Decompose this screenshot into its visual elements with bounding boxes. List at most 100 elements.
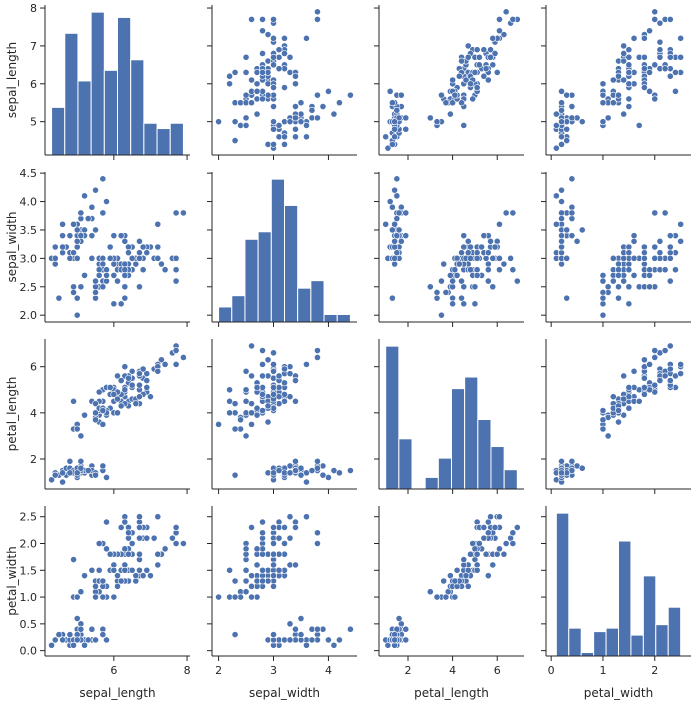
scatter-point bbox=[620, 76, 628, 84]
scatter-point bbox=[478, 243, 486, 251]
scatter-point bbox=[446, 110, 454, 118]
scatter-point bbox=[391, 186, 399, 194]
scatter-point bbox=[578, 226, 586, 234]
scatter-point bbox=[292, 133, 299, 141]
hist-bar-petal_length-0 bbox=[385, 345, 400, 490]
hist-bar-petal_width-7 bbox=[642, 575, 657, 657]
scatter-point bbox=[297, 118, 305, 126]
scatter-point bbox=[656, 249, 664, 257]
scatter-point bbox=[677, 53, 685, 61]
scatter-point bbox=[438, 277, 445, 285]
scatter-point bbox=[84, 636, 92, 644]
scatter-point bbox=[114, 372, 121, 380]
scatter-point bbox=[281, 34, 288, 42]
scatter-point bbox=[242, 545, 250, 553]
scatter-point bbox=[615, 283, 622, 291]
hist-bar-petal_width-9 bbox=[667, 606, 682, 657]
scatter-point bbox=[154, 254, 162, 262]
scatter-point bbox=[393, 249, 401, 257]
scatter-point bbox=[110, 593, 118, 601]
scatter-point bbox=[604, 283, 612, 291]
scatter-point bbox=[449, 294, 457, 302]
panel-petal_width-vs-petal_length: 2 4 6 petal_length bbox=[374, 506, 524, 700]
scatter-point bbox=[128, 540, 136, 547]
scatter-point bbox=[487, 237, 494, 245]
hist-bar-sepal_length-6 bbox=[130, 59, 145, 156]
scatter-point bbox=[139, 572, 147, 580]
scatter-point bbox=[143, 566, 151, 574]
scatter-point bbox=[270, 125, 277, 133]
scatter-point bbox=[286, 513, 294, 521]
scatter-point bbox=[391, 254, 399, 262]
scatter-point bbox=[110, 272, 118, 279]
scatter-point bbox=[242, 367, 250, 375]
scatter-point bbox=[231, 69, 239, 76]
scatter-point bbox=[117, 232, 125, 240]
hist-bar-sepal_width-9 bbox=[336, 313, 351, 323]
scatter-point bbox=[402, 125, 410, 133]
y-tick-label: 4.0 bbox=[20, 196, 38, 209]
x-axis-label-petal_width: petal_width bbox=[584, 686, 653, 700]
scatter-point bbox=[248, 76, 255, 84]
scatter-point bbox=[121, 566, 129, 574]
scatter-point bbox=[70, 556, 77, 563]
scatter-point bbox=[81, 641, 88, 649]
scatter-point bbox=[391, 220, 399, 228]
scatter-point bbox=[475, 540, 483, 547]
scatter-point bbox=[66, 232, 74, 240]
scatter-point bbox=[66, 254, 74, 262]
hist-bar-sepal_width-1 bbox=[231, 295, 246, 323]
scatter-point bbox=[99, 283, 107, 291]
scatter-point bbox=[231, 425, 239, 433]
scatter-point bbox=[630, 232, 638, 240]
scatter-point bbox=[449, 300, 457, 308]
scatter-point bbox=[563, 254, 571, 262]
scatter-point bbox=[640, 34, 648, 42]
scatter-point bbox=[242, 397, 250, 405]
scatter-point bbox=[449, 283, 457, 291]
hist-bar-sepal_width-2 bbox=[244, 238, 259, 323]
scatter-point bbox=[55, 631, 63, 638]
scatter-point bbox=[666, 232, 674, 240]
hist-bar-petal_width-5 bbox=[618, 540, 632, 657]
scatter-point bbox=[464, 249, 472, 257]
panel-sepal_width-vs-petal_length bbox=[374, 172, 524, 327]
scatter-point bbox=[615, 91, 622, 99]
scatter-point bbox=[620, 372, 628, 380]
scatter-point bbox=[402, 625, 410, 633]
scatter-point bbox=[646, 266, 653, 274]
scatter-point bbox=[231, 471, 239, 479]
scatter-point bbox=[336, 636, 343, 644]
scatter-point bbox=[482, 550, 490, 558]
scatter-point bbox=[677, 360, 685, 368]
scatter-point bbox=[161, 545, 169, 553]
scatter-point bbox=[136, 550, 143, 558]
scatter-point bbox=[132, 400, 140, 408]
scatter-point bbox=[154, 243, 162, 251]
hist-bar-petal_length-6 bbox=[464, 376, 479, 490]
scatter-point bbox=[253, 110, 261, 118]
scatter-point bbox=[110, 260, 118, 268]
scatter-point bbox=[66, 457, 74, 465]
scatter-point bbox=[248, 593, 255, 601]
scatter-point bbox=[509, 529, 517, 537]
scatter-point bbox=[132, 260, 140, 268]
scatter-point bbox=[270, 384, 277, 391]
scatter-point bbox=[625, 80, 633, 88]
scatter-point bbox=[467, 254, 474, 262]
hist-bar-petal_length-5 bbox=[451, 388, 466, 490]
scatter-point bbox=[599, 300, 607, 308]
scatter-point bbox=[231, 400, 239, 408]
scatter-point bbox=[426, 114, 434, 122]
scatter-point bbox=[136, 370, 143, 378]
scatter-point bbox=[489, 34, 497, 42]
scatter-point bbox=[500, 31, 508, 38]
scatter-point bbox=[630, 237, 638, 245]
scatter-point bbox=[440, 577, 448, 585]
scatter-point bbox=[117, 377, 125, 384]
scatter-point bbox=[677, 34, 685, 42]
scatter-point bbox=[651, 243, 659, 251]
scatter-point bbox=[259, 518, 266, 526]
scatter-point bbox=[509, 209, 517, 217]
